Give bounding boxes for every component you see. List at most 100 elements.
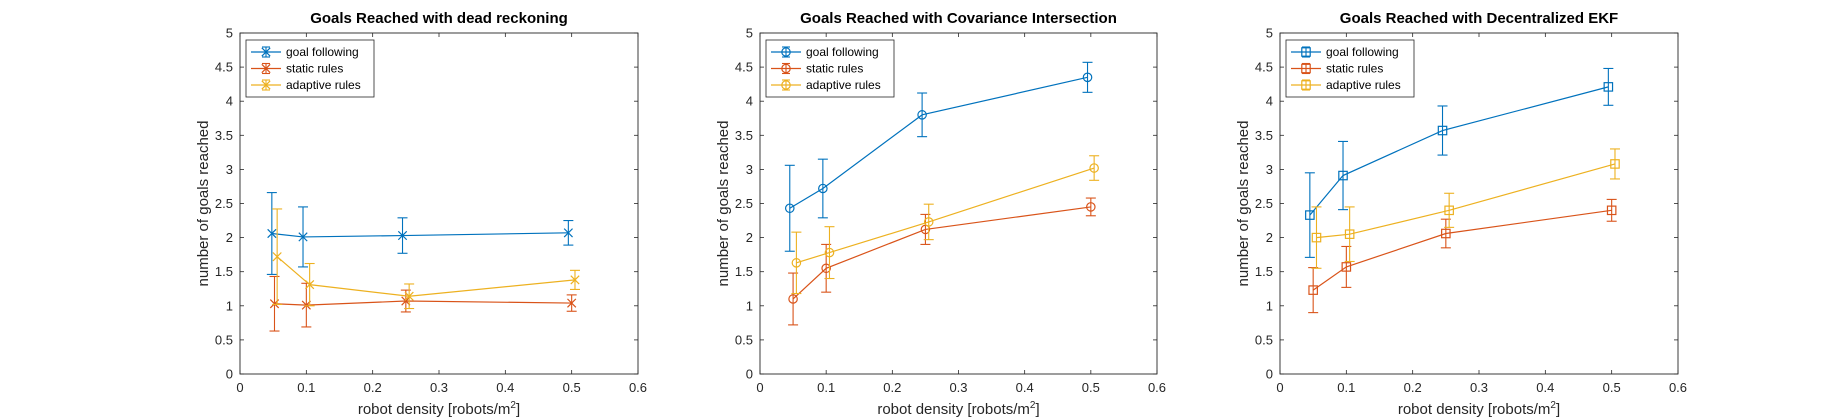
x-axis-label-superscript: 2 [510,400,516,411]
y-tick-label: 4.5 [735,60,753,75]
legend-label: static rules [806,62,863,76]
series-goal-following [784,61,1093,252]
x-tick-label: 0.6 [1148,380,1166,395]
y-tick-label: 3 [746,162,753,177]
axes-box [759,32,1158,375]
data-point [1311,232,1322,243]
y-tick-label: 0.5 [1255,332,1273,347]
x-tick-label: 0.6 [1669,380,1687,395]
y-tick-label: 2 [1266,230,1273,245]
data-point [1341,262,1352,272]
data-point [1606,205,1617,216]
legend-label: static rules [1326,62,1383,76]
data-point [563,228,573,238]
legend-label: goal following [806,45,879,59]
axes-box [1279,32,1679,375]
chart-title: Goals Reached with Covariance Intersecti… [800,10,1117,27]
data-point [298,232,308,242]
legend: goal following static rules adaptive rules [245,39,375,98]
x-axis-label-main: robot density [robots/m [877,401,1030,418]
data-point [1344,229,1355,239]
error-bar [1089,155,1100,181]
y-tick-label: 2.5 [735,196,753,211]
y-tick-label: 2 [226,230,233,245]
y-tick-label: 1.5 [1255,264,1273,279]
data-point [784,203,795,214]
x-tick-label: 0.4 [1016,380,1034,395]
y-axis-label: number of goals reached [1235,121,1252,287]
x-axis-label-superscript: 2 [1030,400,1036,411]
y-tick-label: 0.5 [215,332,233,347]
y-tick-label: 4 [226,94,233,109]
series-goal-following [1304,67,1614,258]
y-tick-label: 4 [1266,94,1273,109]
y-tick-label: 1.5 [735,264,753,279]
data-point [1089,163,1099,173]
chart-title: Goals Reached with Decentralized EKF [1340,10,1618,27]
y-tick-label: 5 [746,26,753,41]
y-tick-label: 2.5 [215,196,233,211]
x-tick-label: 0.2 [364,380,382,395]
legend-entry: adaptive rules [251,78,361,92]
legend-entry: static rules [251,62,343,76]
series-line [1312,209,1612,291]
x-axis-label-end: ] [1035,401,1039,418]
y-tick-label: 2 [746,230,753,245]
error-bar [1437,105,1448,156]
series-line [274,300,572,306]
error-bar [923,203,934,241]
legend-marker [781,63,791,74]
series-line [796,167,1095,264]
data-point [818,183,828,194]
y-tick-label: 5 [1266,26,1273,41]
y-tick-label: 3.5 [1255,128,1273,143]
data-point [1086,202,1096,212]
error-bar [917,92,928,138]
y-tick-label: 3 [226,162,233,177]
x-tick-label: 0 [236,380,243,395]
x-tick-label: 0.2 [883,380,901,395]
y-tick-label: 4 [746,94,753,109]
data-point [1610,159,1620,169]
data-point [1603,82,1614,92]
x-tick-label: 0.5 [563,380,581,395]
chart-title: Goals Reached with dead reckoning [310,10,568,27]
error-bar [1085,197,1096,217]
y-tick-label: 1.5 [215,264,233,279]
data-point [1441,228,1451,239]
error-bar [1082,61,1093,93]
y-tick-label: 5 [226,26,233,41]
legend-entry: static rules [1291,62,1383,76]
legend-entry: goal following [251,45,359,59]
x-axis-label: robot density [robots/m2] [1398,400,1560,418]
y-tick-label: 0 [226,367,233,382]
x-tick-label: 0.4 [496,380,514,395]
legend-entry: goal following [771,45,879,59]
x-tick-label: 0.4 [1536,380,1554,395]
data-point [824,247,835,258]
error-bar [1444,192,1455,228]
x-tick-label: 0.3 [1470,380,1488,395]
axes-box [239,32,639,375]
data-point [1437,125,1448,136]
x-tick-label: 0.1 [297,380,315,395]
legend-marker [781,47,791,57]
x-axis-label-superscript: 2 [1550,400,1556,411]
series-static-rules [1308,198,1617,314]
y-tick-label: 0 [746,367,753,382]
data-point [1305,210,1315,220]
legend-label: goal following [1326,45,1399,59]
x-axis-label-end: ] [516,401,520,418]
legend-label: goal following [286,45,359,59]
y-tick-label: 4.5 [1255,60,1273,75]
data-point [788,294,798,304]
x-tick-label: 0.1 [817,380,835,395]
series-adaptive-rules [272,208,580,310]
y-tick-label: 0.5 [735,332,753,347]
x-axis-label: robot density [robots/m2] [358,400,520,418]
error-bar [1609,148,1620,180]
data-point [1082,72,1093,83]
series-line [789,76,1088,209]
data-point [570,275,580,285]
series-adaptive-rules [791,155,1100,295]
